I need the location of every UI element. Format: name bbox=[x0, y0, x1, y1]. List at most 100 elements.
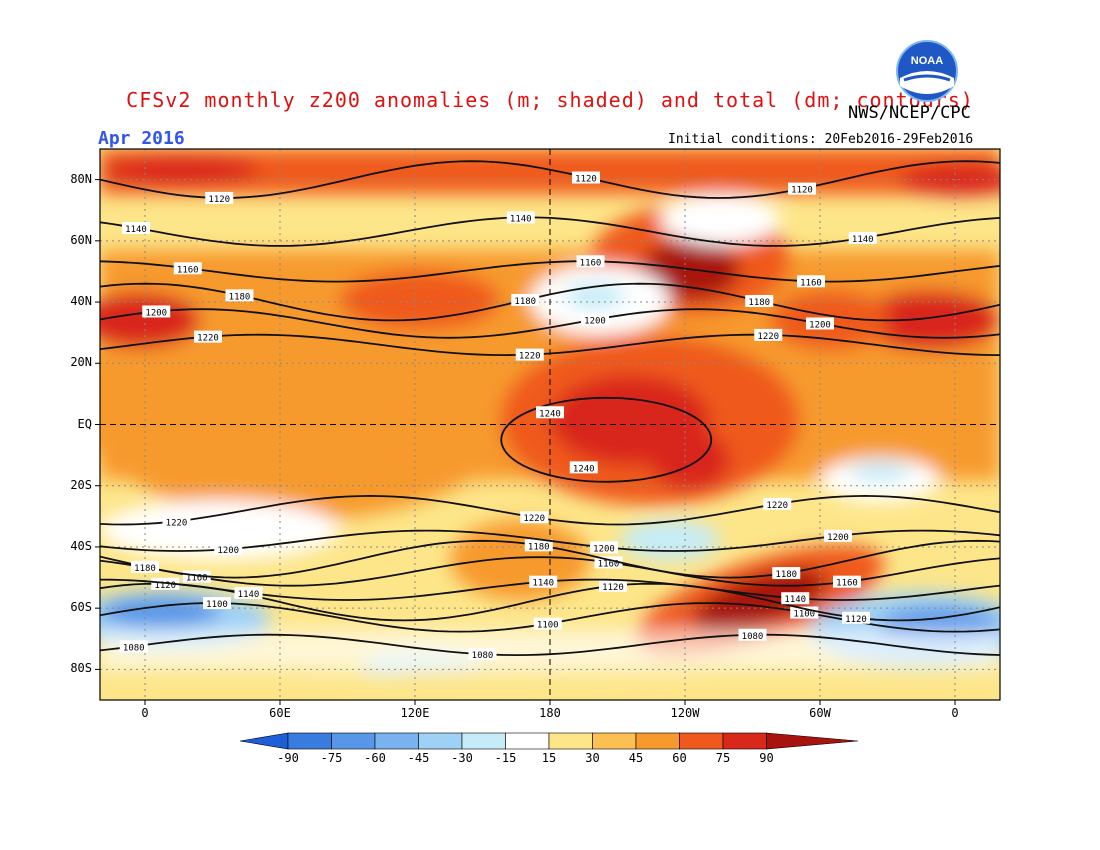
contour-label: 1120 bbox=[572, 171, 600, 185]
contour-label: 1160 bbox=[182, 570, 211, 584]
lon-label: 60E bbox=[269, 706, 291, 720]
contour-line bbox=[100, 333, 1000, 357]
contour-label: 1100 bbox=[533, 617, 562, 631]
contour-label-text: 1160 bbox=[598, 559, 620, 569]
contour-label-text: 1200 bbox=[593, 544, 615, 554]
lat-label: 40S bbox=[70, 538, 92, 553]
contour-label: 1100 bbox=[203, 597, 231, 610]
contour-label-text: 1140 bbox=[532, 579, 554, 589]
contour-label: 1120 bbox=[205, 191, 234, 205]
contour-line bbox=[100, 633, 1000, 657]
contour-label-text: 1180 bbox=[748, 298, 770, 308]
contour-label: 1240 bbox=[536, 406, 564, 419]
contour-line bbox=[500, 396, 713, 483]
colorbar-level-label: 15 bbox=[541, 751, 557, 765]
contour-label-text: 1160 bbox=[580, 258, 602, 268]
contour-label-text: 1220 bbox=[519, 352, 541, 362]
lon-label: 120E bbox=[400, 706, 430, 720]
contour-label-text: 1100 bbox=[793, 610, 815, 620]
contour-line bbox=[100, 160, 1000, 199]
contour-label: 1080 bbox=[738, 628, 767, 642]
contour-label-text: 1160 bbox=[800, 278, 822, 288]
colorbar-level-label: -75 bbox=[320, 751, 343, 765]
colorbar-level-label: -45 bbox=[407, 751, 430, 765]
height-contours: 1080 1080 1080 1100 1100 1100 1120 1120 1120 1140… bbox=[100, 160, 1000, 661]
colorbar-level-label: -30 bbox=[451, 751, 473, 765]
contour-label: 1140 bbox=[848, 231, 877, 245]
contour-label: 1200 bbox=[142, 305, 171, 318]
contour-label-text: 1240 bbox=[573, 464, 595, 474]
lat-label: 40N bbox=[70, 294, 92, 309]
contour-line bbox=[100, 494, 1000, 526]
contour-label-text: 1080 bbox=[123, 643, 145, 653]
contour-label-text: 1140 bbox=[125, 225, 147, 235]
contour-label: 1200 bbox=[806, 317, 834, 330]
agency-label: NWS/NCEP/CPC bbox=[848, 103, 971, 123]
contour-label-text: 1180 bbox=[134, 564, 156, 574]
contour-label-text: 1200 bbox=[217, 546, 239, 556]
contour-label-text: 1220 bbox=[757, 332, 779, 342]
contour-label-text: 1120 bbox=[575, 175, 597, 185]
contour-label: 1120 bbox=[788, 182, 816, 196]
contour-label: 1140 bbox=[122, 222, 150, 235]
forecast-month: Apr 2016 bbox=[98, 128, 185, 149]
contour-label: 1200 bbox=[214, 543, 243, 556]
contour-label-text: 1140 bbox=[784, 595, 806, 605]
lat-label: 60S bbox=[70, 600, 92, 615]
contour-label: 1220 bbox=[763, 497, 792, 511]
lon-label: 0 bbox=[141, 706, 149, 720]
colorbar-level-label: 60 bbox=[672, 751, 687, 765]
contour-label: 1120 bbox=[599, 579, 627, 593]
contour-line bbox=[100, 260, 1000, 283]
contour-line bbox=[100, 308, 1000, 339]
contour-label-text: 1180 bbox=[229, 292, 251, 302]
lat-label: EQ bbox=[77, 416, 92, 431]
contour-label-text: 1160 bbox=[177, 265, 199, 275]
contour-label: 1160 bbox=[797, 275, 825, 288]
contour-label-text: 1140 bbox=[510, 214, 532, 224]
contour-label-text: 1180 bbox=[528, 542, 550, 552]
contour-label: 1180 bbox=[745, 295, 774, 308]
contour-label-text: 1100 bbox=[537, 621, 559, 631]
colorbar-level-label: 75 bbox=[715, 751, 731, 765]
contour-label-text: 1200 bbox=[145, 308, 167, 318]
contour-label: 1160 bbox=[833, 575, 861, 589]
contour-label: 1120 bbox=[842, 611, 870, 625]
colorbar-level-label: 90 bbox=[759, 751, 774, 765]
lat-label: 60N bbox=[70, 232, 92, 247]
contour-label-text: 1120 bbox=[154, 581, 176, 591]
colorbar-level-label: -15 bbox=[494, 751, 517, 765]
contour-label-text: 1120 bbox=[208, 195, 230, 205]
contour-label-text: 1120 bbox=[791, 186, 813, 196]
contour-label: 1080 bbox=[468, 648, 497, 661]
contour-label-text: 1160 bbox=[836, 579, 858, 589]
colorbar-level-label: 30 bbox=[585, 751, 600, 765]
contour-label-text: 1180 bbox=[775, 570, 797, 580]
contour-label-text: 1180 bbox=[514, 297, 536, 307]
contour-label-text: 1200 bbox=[809, 320, 831, 330]
map-title: CFSv2 monthly z200 anomalies (m; shaded)… bbox=[126, 88, 974, 112]
lat-label: 20S bbox=[70, 477, 92, 492]
contour-label-text: 1160 bbox=[186, 574, 208, 584]
contour-label-text: 1200 bbox=[827, 533, 849, 543]
lon-label: 120W bbox=[670, 706, 700, 720]
contour-label-text: 1140 bbox=[238, 590, 260, 600]
contour-label-text: 1120 bbox=[602, 583, 624, 593]
contour-label-text: 1100 bbox=[206, 600, 228, 610]
lat-label: 80N bbox=[70, 171, 92, 186]
contour-label: 1140 bbox=[506, 211, 535, 224]
lat-label: 20N bbox=[70, 355, 92, 370]
colorbar-level-label: -90 bbox=[277, 751, 299, 765]
contour-label: 1180 bbox=[772, 567, 801, 580]
lon-label: 0 bbox=[951, 706, 959, 720]
contour-label: 1220 bbox=[162, 515, 191, 528]
contour-label: 1140 bbox=[234, 586, 263, 600]
colorbar-level-label: -60 bbox=[364, 751, 386, 765]
contour-label: 1200 bbox=[581, 313, 609, 326]
initial-conditions: Initial conditions: 20Feb2016-29Feb2016 bbox=[668, 132, 974, 147]
contour-label: 1080 bbox=[119, 640, 148, 653]
lon-label: 180 bbox=[539, 706, 561, 720]
contour-label: 1200 bbox=[590, 541, 618, 554]
contour-label: 1180 bbox=[225, 289, 254, 302]
